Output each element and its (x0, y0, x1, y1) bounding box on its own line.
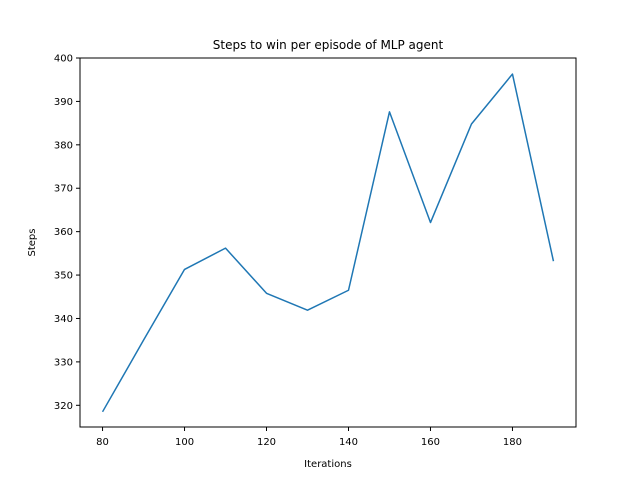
y-tick-label: 340 (54, 314, 73, 325)
x-tick-label: 180 (503, 437, 522, 448)
plot-frame (79, 57, 577, 428)
x-axis-title: Iterations (304, 459, 352, 470)
y-tick-label: 320 (54, 401, 73, 412)
y-axis-title: Steps (27, 229, 38, 257)
y-tick-label: 360 (54, 227, 73, 238)
y-axis-ticks: 320 330 340 350 360 370 380 390 400 (54, 54, 80, 412)
y-tick-label: 330 (54, 357, 73, 368)
x-tick-label: 140 (339, 437, 358, 448)
series-line (101, 73, 555, 413)
x-tick-label: 120 (257, 437, 276, 448)
y-tick-label: 390 (54, 97, 73, 108)
y-tick-label: 400 (54, 54, 73, 65)
x-axis-ticks: 80 100 120 140 160 180 (96, 427, 522, 448)
x-tick-label: 80 (96, 437, 109, 448)
x-tick-label: 160 (421, 437, 440, 448)
series-layer (101, 73, 555, 413)
x-tick-label: 100 (175, 437, 194, 448)
chart-title: Steps to win per episode of MLP agent (213, 38, 444, 52)
y-tick-label: 380 (54, 140, 73, 151)
y-tick-label: 350 (54, 271, 73, 282)
y-tick-label: 370 (54, 184, 73, 195)
